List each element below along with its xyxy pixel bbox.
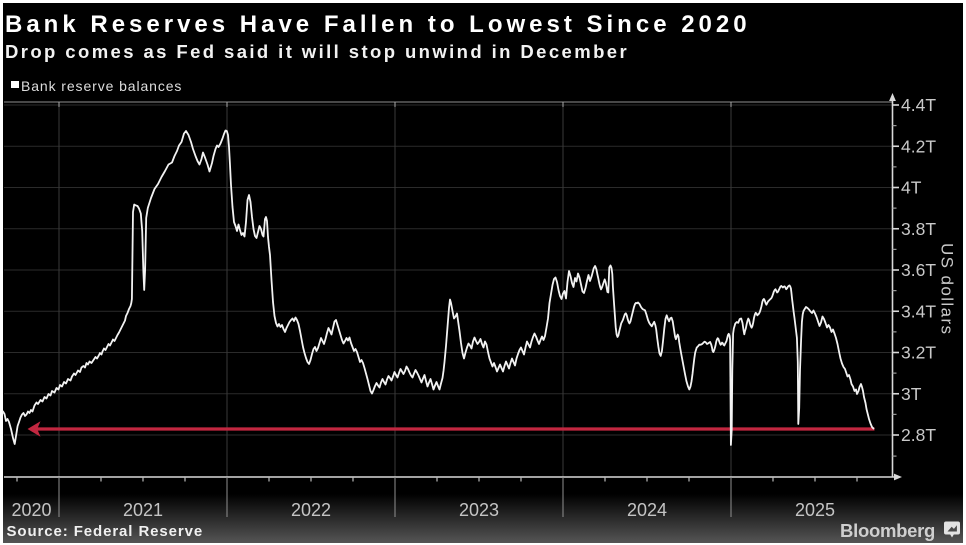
svg-text:4.2T: 4.2T [901,136,936,156]
svg-text:3.4T: 3.4T [901,301,936,321]
svg-text:4T: 4T [901,178,922,198]
svg-text:3T: 3T [901,384,922,404]
svg-text:3.2T: 3.2T [901,343,936,363]
svg-text:4.4T: 4.4T [901,95,936,115]
svg-text:2020: 2020 [11,500,51,520]
svg-text:2024: 2024 [627,500,667,520]
svg-text:US dollars: US dollars [938,243,957,335]
svg-text:3.6T: 3.6T [901,260,936,280]
svg-text:2025: 2025 [795,500,835,520]
svg-text:2021: 2021 [123,500,163,520]
svg-text:2023: 2023 [459,500,499,520]
svg-text:2022: 2022 [291,500,331,520]
svg-text:3.8T: 3.8T [901,219,936,239]
svg-text:2.8T: 2.8T [901,425,936,445]
